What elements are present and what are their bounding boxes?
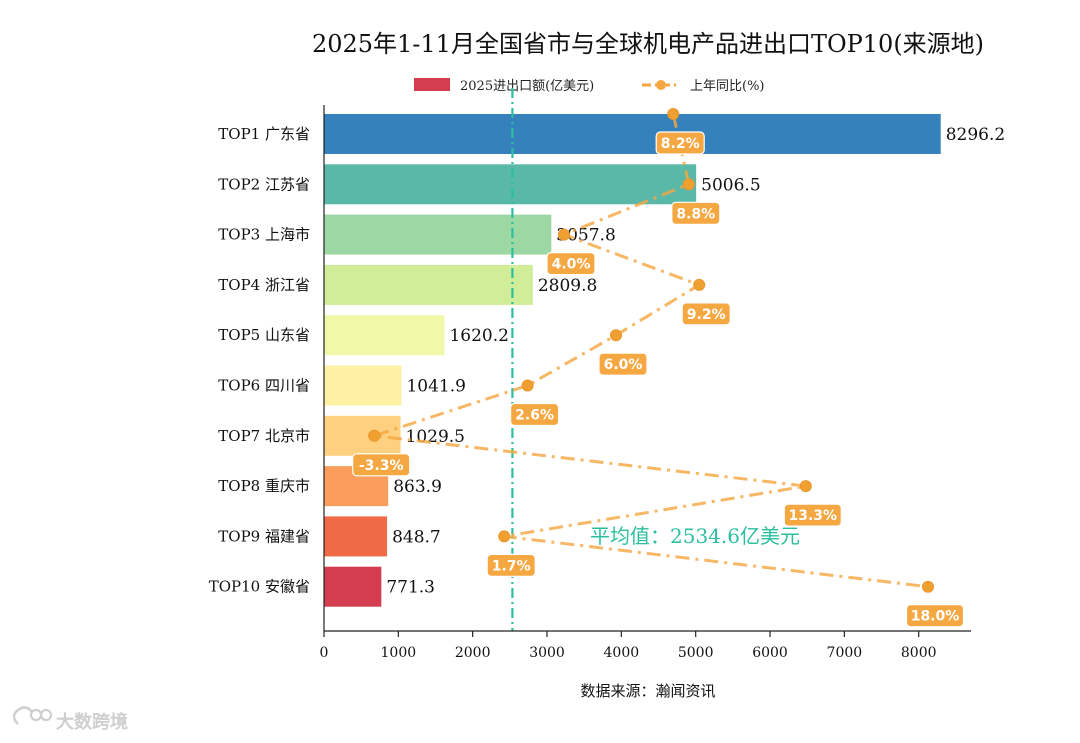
bar-value-label-6: 1041.9 bbox=[406, 377, 465, 397]
yoy-point-1 bbox=[667, 108, 680, 120]
average-label: 平均值：2534.6亿美元 bbox=[590, 524, 800, 548]
x-tick-label-6000: 6000 bbox=[752, 645, 788, 661]
bar-5 bbox=[324, 315, 445, 356]
category-label-10: TOP10 安徽省 bbox=[209, 578, 310, 596]
yoy-line-layer: 8.2% 8.8% 4.0% 9.2% 6.0% 2.6% -3.3% 13.3% 1.7% 18… bbox=[352, 108, 965, 628]
bar-value-label-8: 863.9 bbox=[393, 477, 442, 497]
bar-value-label-9: 848.7 bbox=[392, 527, 441, 547]
category-label-4: TOP4 浙江省 bbox=[218, 276, 310, 294]
x-tick-label-4000: 4000 bbox=[604, 645, 640, 661]
x-axis-label: 数据来源：瀚闻资讯 bbox=[580, 682, 715, 700]
yoy-label-box-1 bbox=[655, 131, 705, 155]
bar-6 bbox=[324, 365, 402, 406]
bar-value-label-2: 5006.5 bbox=[701, 175, 760, 195]
yoy-point-8 bbox=[799, 480, 812, 493]
bar-3 bbox=[324, 214, 552, 255]
yoy-label-box-2 bbox=[671, 201, 721, 225]
x-tick-label-1000: 1000 bbox=[381, 645, 417, 661]
x-tick-label-7000: 7000 bbox=[827, 645, 863, 661]
yoy-label-box-5 bbox=[598, 352, 648, 376]
yoy-label-box-10 bbox=[905, 604, 965, 628]
yoy-point-6 bbox=[521, 379, 534, 392]
watermark-text: 大数跨境 bbox=[56, 711, 128, 733]
yoy-label-5: 6.0% bbox=[604, 357, 643, 373]
category-label-8: TOP8 重庆市 bbox=[218, 477, 310, 495]
yoy-label-2: 8.8% bbox=[676, 206, 715, 222]
average-layer: 平均值：2534.6亿美元 bbox=[511, 88, 800, 631]
bars-layer: TOP1 广东省 8296.2 TOP2 江苏省 5006.5 TOP3 上海市 3057… bbox=[209, 114, 1005, 607]
bar-4 bbox=[324, 264, 533, 305]
yoy-point-2 bbox=[682, 178, 695, 191]
watermark-logo-icon bbox=[12, 706, 53, 725]
yoy-label-box-8 bbox=[783, 503, 842, 527]
yoy-label-box-7 bbox=[352, 453, 411, 477]
yoy-line bbox=[373, 113, 929, 589]
legend-line-marker bbox=[656, 80, 666, 90]
yoy-label-box-6 bbox=[510, 402, 560, 427]
yoy-point-3 bbox=[558, 228, 570, 241]
yoy-label-9: 1.7% bbox=[492, 558, 531, 574]
yoy-label-7: -3.3% bbox=[359, 458, 404, 474]
bar-value-label-3: 3057.8 bbox=[556, 226, 615, 246]
yoy-label-10: 18.0% bbox=[911, 609, 960, 625]
bar-2 bbox=[324, 164, 697, 205]
bar-value-label-1: 8296.2 bbox=[946, 125, 1005, 145]
category-label-3: TOP3 上海市 bbox=[218, 226, 310, 244]
bar-value-label-10: 771.3 bbox=[386, 578, 435, 598]
yoy-label-8: 13.3% bbox=[789, 508, 838, 524]
legend-bar-swatch bbox=[414, 78, 450, 91]
legend-bar-label: 2025进出口额(亿美元) bbox=[460, 79, 594, 94]
yoy-label-box-9 bbox=[486, 553, 536, 578]
legend-line-label: 上年同比(%) bbox=[690, 79, 765, 94]
bar-value-label-7: 1029.5 bbox=[406, 427, 465, 447]
category-label-7: TOP7 北京市 bbox=[218, 427, 310, 445]
bar-10 bbox=[324, 566, 382, 607]
category-label-1: TOP1 广东省 bbox=[218, 125, 310, 143]
bar-9 bbox=[324, 516, 388, 557]
yoy-label-box-3 bbox=[546, 252, 596, 276]
yoy-label-6: 2.6% bbox=[515, 408, 554, 424]
x-tick-label-8000: 8000 bbox=[901, 645, 937, 661]
yoy-label-4: 9.2% bbox=[687, 307, 726, 323]
yoy-label-box-4 bbox=[681, 302, 731, 326]
yoy-point-9 bbox=[498, 530, 511, 543]
x-axis: 0 1000 2000 3000 4000 5000 6000 7000 8000 bbox=[320, 105, 971, 661]
legend: 2025进出口额(亿美元) 上年同比(%) bbox=[414, 78, 765, 94]
watermark: 大数跨境 bbox=[12, 706, 128, 733]
yoy-label-3: 4.0% bbox=[552, 257, 591, 273]
category-label-6: TOP6 四川省 bbox=[218, 377, 310, 395]
yoy-point-4 bbox=[693, 278, 706, 291]
x-tick-label-5000: 5000 bbox=[678, 645, 714, 661]
chart-title: 2025年1-11月全国省市与全球机电产品进出口TOP10(来源地) bbox=[312, 30, 984, 58]
yoy-point-7 bbox=[368, 429, 381, 442]
yoy-label-1: 8.2% bbox=[661, 136, 700, 152]
x-tick-label-3000: 3000 bbox=[529, 645, 565, 661]
category-label-5: TOP5 山东省 bbox=[218, 326, 310, 344]
category-label-9: TOP9 福建省 bbox=[218, 527, 310, 545]
yoy-point-5 bbox=[610, 329, 622, 342]
bar-7 bbox=[324, 415, 401, 456]
bar-1 bbox=[324, 114, 941, 154]
x-tick-label-2000: 2000 bbox=[455, 645, 491, 661]
bar-value-label-5: 1620.2 bbox=[449, 326, 508, 346]
bar-value-label-4: 2809.8 bbox=[538, 276, 597, 296]
yoy-point-10 bbox=[922, 580, 934, 593]
x-tick-label-0: 0 bbox=[320, 645, 329, 661]
category-label-2: TOP2 江苏省 bbox=[218, 175, 310, 193]
